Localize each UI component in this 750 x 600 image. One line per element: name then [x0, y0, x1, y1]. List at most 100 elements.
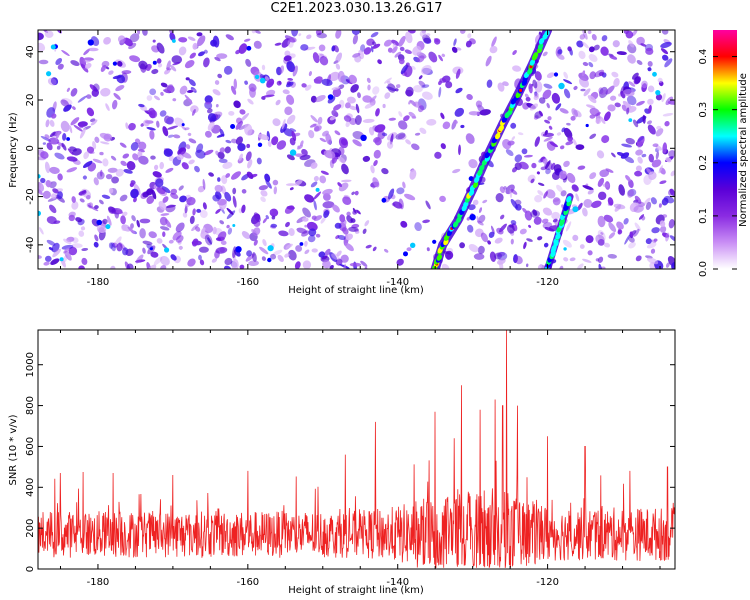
heatmap-cell — [559, 108, 569, 114]
heatmap-cell — [613, 77, 620, 88]
heatmap-cell — [507, 140, 515, 146]
heatmap-cell — [67, 148, 74, 155]
heatmap-cell — [646, 242, 657, 249]
heatmap-cell — [315, 187, 320, 192]
heatmap-cell — [440, 112, 445, 120]
heatmap-cell — [334, 130, 341, 136]
heatmap-cell — [477, 220, 484, 226]
heatmap-cell — [254, 30, 261, 34]
heatmap-cell — [400, 220, 408, 228]
heatmap-cell — [168, 30, 175, 38]
heatmap-cell — [349, 262, 362, 267]
heatmap-cell — [372, 43, 381, 49]
heatmap-cell — [286, 94, 295, 105]
heatmap-cell — [129, 182, 135, 188]
heatmap-cell — [432, 239, 437, 244]
heatmap-cell — [589, 107, 600, 117]
heatmap-cell — [438, 54, 443, 62]
heatmap-cell — [532, 79, 538, 89]
heatmap-cell — [108, 187, 114, 194]
heatmap-cell — [46, 142, 53, 151]
heatmap-cell — [478, 214, 486, 223]
heatmap-cell — [66, 137, 70, 141]
heatmap-cell — [534, 194, 543, 203]
heatmap-cell — [112, 61, 117, 66]
heatmap-cell — [260, 190, 268, 197]
heatmap-cell — [99, 141, 110, 145]
heatmap-cell — [167, 134, 174, 138]
heatmap-cell — [665, 96, 674, 106]
heatmap-cell — [411, 143, 420, 151]
heatmap-cell — [345, 121, 350, 128]
heatmap-cell — [230, 85, 237, 95]
heatmap-cell — [360, 44, 366, 52]
heatmap-cell — [607, 197, 614, 206]
heatmap-cell — [466, 216, 471, 221]
heatmap-cell — [275, 99, 281, 106]
heatmap-cell — [119, 142, 127, 148]
heatmap-cell — [217, 198, 227, 206]
heatmap-cell — [524, 93, 529, 99]
heatmap-cell — [316, 32, 327, 39]
heatmap-cell — [439, 195, 446, 203]
heatmap-cell — [668, 150, 675, 158]
heatmap-cell — [309, 123, 317, 128]
heatmap-cell — [308, 228, 317, 237]
heatmap-cell — [160, 213, 170, 216]
heatmap-cell — [348, 74, 358, 84]
heatmap-cell — [168, 155, 174, 162]
heatmap-cell — [165, 115, 174, 125]
heatmap-cell — [80, 63, 89, 73]
colorbar-tick-label: 0.1 — [698, 208, 709, 224]
heatmap-cell — [603, 242, 611, 248]
heatmap-cell — [148, 231, 157, 239]
heatmap-cell — [158, 201, 167, 211]
heatmap-cell — [598, 191, 607, 200]
heatmap-cell — [635, 165, 642, 172]
heatmap-cell — [480, 232, 488, 243]
heatmap-cell — [531, 162, 537, 169]
heatmap-cell — [442, 121, 451, 130]
heatmap-cell — [94, 234, 99, 242]
heatmap-cell — [341, 163, 349, 175]
heatmap-cell — [637, 156, 643, 164]
heatmap-cell — [377, 59, 382, 65]
heatmap-cell — [161, 186, 171, 194]
heatmap-cell — [647, 257, 659, 265]
heatmap-cell — [59, 257, 64, 262]
heatmap-cell — [286, 154, 295, 161]
heatmap-cell — [191, 238, 199, 247]
heatmap-cell — [199, 259, 205, 266]
heatmap-cell — [511, 136, 516, 141]
heatmap-cell — [587, 95, 597, 104]
heatmap-cell — [434, 151, 442, 159]
heatmap-cell — [127, 226, 136, 234]
heatmap-cell — [165, 167, 174, 173]
heatmap-cell — [582, 61, 589, 67]
ridge-spot — [566, 196, 572, 203]
heatmap-cell — [394, 51, 402, 58]
y-tick-label: 400 — [25, 478, 36, 497]
heatmap-cell — [38, 42, 46, 52]
heatmap-cell — [537, 236, 543, 241]
heatmap-cell — [662, 142, 668, 154]
heatmap-cell — [305, 84, 312, 91]
heatmap-cell — [38, 32, 44, 41]
heatmap-cell — [411, 65, 416, 70]
heatmap-cell — [251, 252, 257, 263]
heatmap-cell — [405, 31, 413, 44]
heatmap-cell — [219, 220, 225, 225]
heatmap-cell — [332, 87, 342, 98]
heatmap-cell — [454, 107, 465, 117]
heatmap-cell — [241, 188, 247, 194]
heatmap-cell — [383, 248, 389, 253]
heatmap-cell — [281, 118, 286, 130]
heatmap-cell — [149, 130, 155, 140]
heatmap-cell — [70, 60, 80, 67]
heatmap-cell — [413, 101, 422, 108]
heatmap-cell — [215, 208, 221, 214]
heatmap-cell — [96, 219, 102, 226]
heatmap-cell — [628, 236, 635, 243]
heatmap-cell — [418, 75, 423, 80]
heatmap-cell — [117, 35, 126, 44]
